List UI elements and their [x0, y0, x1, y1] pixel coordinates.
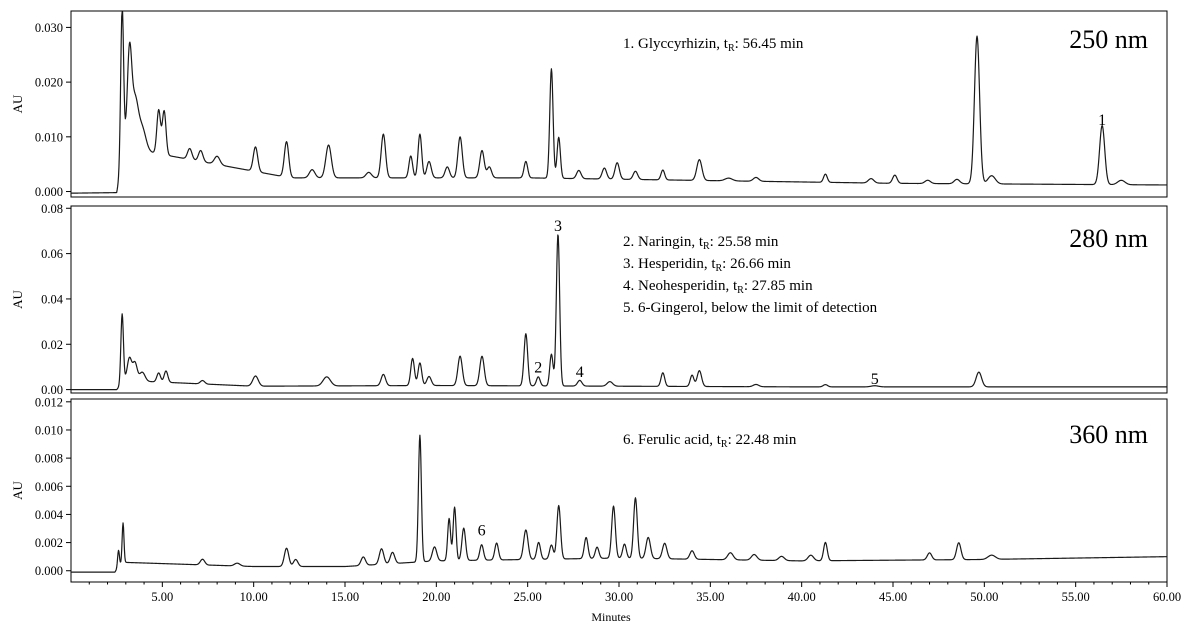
- panel-1: 0.000 0.010 0.020 0.030 AU 250 nm 1. Glyccyrhi…: [10, 10, 1168, 199]
- plot-frame: [70, 10, 1168, 198]
- y-tick-label: 0.020: [35, 76, 63, 90]
- chromatogram-trace: [70, 434, 1168, 573]
- x-tick-label: 30.00: [605, 590, 633, 604]
- x-tick-label: 45.00: [879, 590, 907, 604]
- y-tick-label: 0.00: [41, 383, 63, 397]
- y-axis-label: AU: [10, 94, 25, 113]
- wavelength-label: 250 nm: [1069, 25, 1148, 54]
- wavelength-label: 280 nm: [1069, 224, 1148, 253]
- x-tick-label: 55.00: [1062, 590, 1090, 604]
- peak-number-label: 1: [1098, 112, 1106, 129]
- y-tick-label: 0.08: [41, 202, 63, 216]
- y-tick-label: 0.06: [41, 247, 63, 261]
- panel-3: 0.000 0.002 0.004 0.006 0.008 0.010 0.012 AU 360…: [10, 395, 1168, 583]
- peak-legend-entry: 5. 6-Gingerol, below the limit of detect…: [623, 300, 878, 316]
- x-tick-label: 40.00: [788, 590, 816, 604]
- y-tick-label: 0.010: [35, 130, 63, 144]
- peak-legend-entry: 2. Naringin, tR: 25.58 min: [623, 234, 779, 252]
- x-tick-label: 5.00: [151, 590, 173, 604]
- chromatogram-trace: [70, 11, 1168, 194]
- peak-number-label: 3: [554, 218, 562, 235]
- y-axis-label: AU: [10, 481, 25, 500]
- panel-2: 0.00 0.02 0.04 0.06 0.08 AU 280 nm 2. Naringin,…: [10, 202, 1168, 397]
- peak-legend-entry: 6. Ferulic acid, tR: 22.48 min: [623, 432, 797, 450]
- peak-legend-entry: 3. Hesperidin, tR: 26.66 min: [623, 256, 791, 274]
- peak-legend-entry: 1. Glyccyrhizin, tR: 56.45 min: [623, 36, 804, 54]
- x-tick-label: 60.00: [1153, 590, 1181, 604]
- y-tick-label: 0.000: [35, 564, 63, 578]
- peak-number-label: 2: [534, 360, 542, 377]
- y-tick-label: 0.002: [35, 536, 63, 550]
- y-axis-label: AU: [10, 290, 25, 309]
- x-tick-label: 50.00: [970, 590, 998, 604]
- plot-frame: [70, 205, 1168, 394]
- x-tick-label: 15.00: [331, 590, 359, 604]
- y-tick-label: 0.02: [41, 338, 63, 352]
- x-axis-label: Minutes: [591, 610, 631, 624]
- x-tick-label: 25.00: [514, 590, 542, 604]
- y-tick-label: 0.030: [35, 21, 63, 35]
- peak-number-label: 4: [576, 364, 584, 381]
- plot-frame: [70, 398, 1168, 583]
- x-tick-label: 10.00: [240, 590, 268, 604]
- peak-number-label: 5: [871, 371, 879, 388]
- y-tick-label: 0.004: [35, 508, 64, 522]
- x-tick-label: 20.00: [422, 590, 450, 604]
- y-tick-label: 0.000: [35, 185, 63, 199]
- x-tick-label: 35.00: [696, 590, 724, 604]
- wavelength-label: 360 nm: [1069, 420, 1148, 449]
- peak-legend-entry: 4. Neohesperidin, tR: 27.85 min: [623, 278, 813, 296]
- y-tick-label: 0.010: [35, 423, 63, 437]
- chromatogram-trace: [70, 234, 1168, 391]
- peak-number-label: 6: [478, 523, 486, 540]
- y-tick-label: 0.012: [35, 395, 63, 409]
- y-tick-label: 0.008: [35, 452, 63, 466]
- y-tick-label: 0.006: [35, 480, 63, 494]
- x-axis: 5.00 10.00 15.00 20.00 25.00 30.00 35.00 40.00 4…: [88, 582, 1181, 604]
- y-tick-label: 0.04: [41, 292, 64, 306]
